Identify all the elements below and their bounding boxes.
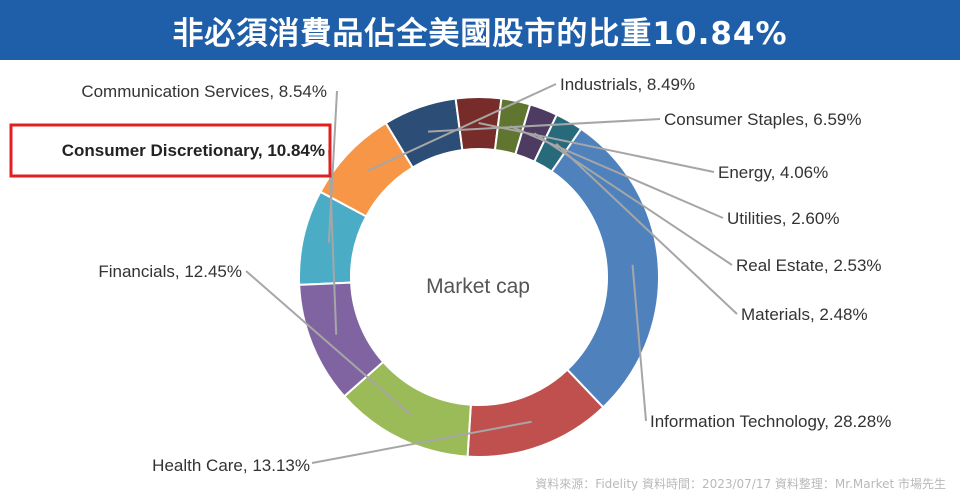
slice-consumer-discretionary	[298, 281, 385, 398]
leader-materials	[555, 143, 738, 315]
label-financials: Financials, 12.45%	[98, 262, 242, 281]
page-title: 非必須消費品佔全美國股市的比重10.84%	[172, 15, 788, 52]
label-consumer-discretionary: Consumer Discretionary, 10.84%	[62, 141, 325, 160]
leader-lines	[245, 83, 738, 464]
title-banner: 非必須消費品佔全美國股市的比重10.84%	[0, 0, 960, 60]
center-label: Market cap	[426, 275, 530, 298]
label-consumer-staples: Consumer Staples, 6.59%	[664, 110, 862, 129]
label-real-estate: Real Estate, 2.53%	[736, 256, 882, 275]
leader-health-care	[311, 420, 532, 464]
slice-information-technology	[550, 127, 660, 409]
leader-industrials	[366, 83, 557, 172]
label-industrials: Industrials, 8.49%	[560, 75, 695, 94]
leader-consumer-staples	[427, 118, 661, 133]
label-utilities: Utilities, 2.60%	[727, 209, 839, 228]
leader-financials	[245, 270, 413, 417]
leader-energy	[478, 122, 715, 173]
leader-consumer-discretionary	[328, 149, 338, 335]
source-note: 資料來源：Fidelity 資料時間：2023/07/17 資料整理：Mr.Ma…	[535, 477, 946, 491]
leader-information-technology	[631, 264, 647, 422]
label-health-care: Health Care, 13.13%	[152, 456, 310, 475]
highlight-box	[9, 123, 332, 178]
slice-labels: Communication Services, 8.54% Industrials…	[62, 75, 892, 475]
label-communication-services: Communication Services, 8.54%	[81, 82, 327, 101]
leader-communication-services	[327, 90, 338, 243]
label-information-technology: Information Technology, 28.28%	[650, 412, 891, 431]
label-energy: Energy, 4.06%	[718, 163, 828, 182]
label-materials: Materials, 2.48%	[741, 305, 868, 324]
